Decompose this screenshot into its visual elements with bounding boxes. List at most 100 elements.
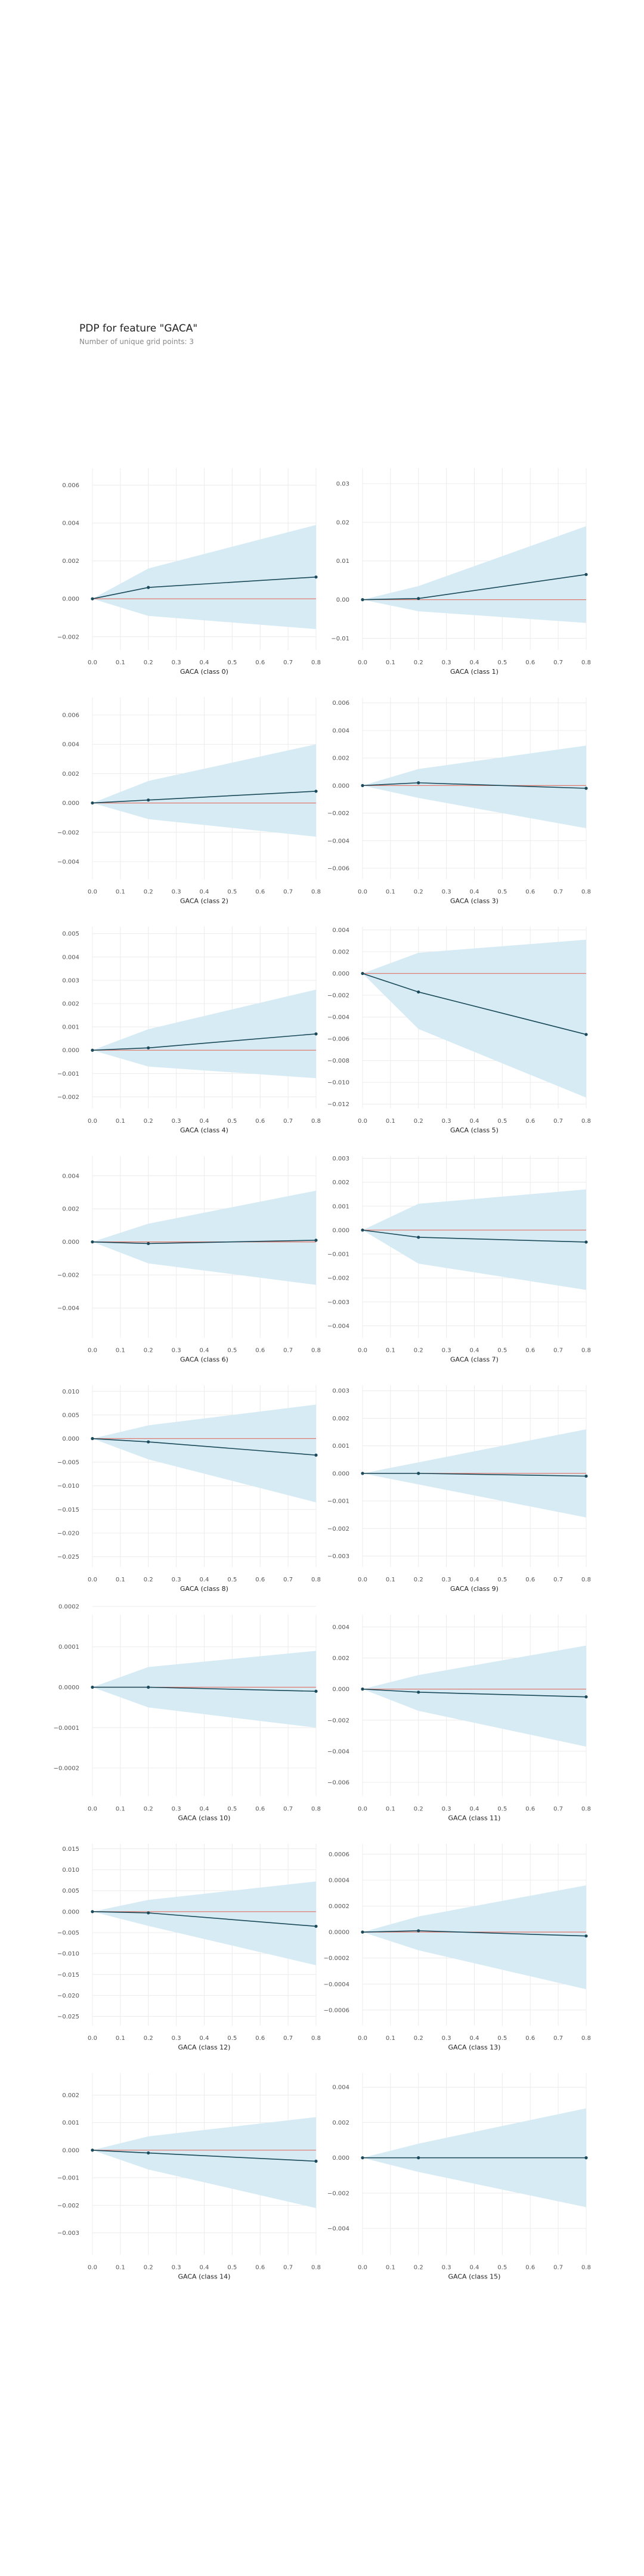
- x-tick-label: 0.2: [414, 2265, 423, 2271]
- x-tick-label: 0.3: [172, 660, 181, 666]
- x-tick-label: 0.1: [116, 1118, 125, 1125]
- x-tick-label: 0.3: [442, 2035, 451, 2042]
- y-tick-label: 0.001: [332, 1443, 349, 1450]
- pdp-point: [91, 1048, 94, 1052]
- y-tick-label: 0.000: [332, 1227, 349, 1234]
- pdp-point: [91, 1685, 94, 1689]
- x-tick-label: 0.1: [386, 2035, 395, 2042]
- y-tick-label: −0.008: [327, 1058, 349, 1064]
- pdp-point: [147, 1685, 150, 1689]
- x-tick-label: 0.5: [497, 2035, 507, 2042]
- pdp-point: [91, 801, 94, 805]
- pdp-point: [417, 1472, 420, 1475]
- y-tick-label: 0.004: [62, 521, 79, 527]
- pdp-point: [314, 1689, 318, 1693]
- x-tick-label: 0.3: [442, 660, 451, 666]
- y-tick-label: 0.002: [62, 1001, 79, 1008]
- x-tick-label: 0.3: [442, 1806, 451, 1813]
- x-tick-label: 0.7: [553, 889, 563, 896]
- x-tick-label: 0.4: [470, 2035, 479, 2042]
- confidence-band: [363, 939, 586, 1098]
- x-tick-label: 0.2: [414, 660, 423, 666]
- pdp-point: [584, 787, 588, 790]
- y-tick-label: 0.002: [332, 1655, 349, 1662]
- y-tick-label: −0.0004: [324, 1981, 349, 1988]
- x-tick-label: 0.8: [581, 1118, 591, 1125]
- y-tick-label: 0.01: [336, 558, 349, 565]
- x-tick-label: 0.5: [497, 1806, 507, 1813]
- x-tick-label: 0.5: [227, 1806, 237, 1813]
- page-subtitle: Number of unique grid points: 3: [79, 338, 194, 346]
- y-tick-label: 0.0004: [329, 1878, 349, 1884]
- x-tick-label: 0.6: [525, 889, 535, 896]
- y-tick-label: −0.025: [57, 1554, 79, 1561]
- x-tick-label: 0.2: [414, 1577, 423, 1583]
- y-tick-label: 0.015: [62, 1846, 79, 1853]
- x-tick-label: 0.0: [358, 1348, 367, 1354]
- y-tick-label: 0.004: [62, 742, 79, 748]
- x-tick-label: 0.0: [358, 2035, 367, 2042]
- x-tick-label: 0.7: [283, 1806, 293, 1813]
- y-tick-label: −0.003: [57, 2230, 79, 2237]
- y-tick-label: −0.0002: [324, 1955, 349, 1962]
- x-tick-label: 0.2: [414, 889, 423, 896]
- x-axis-label: GACA (class 7): [450, 1356, 499, 1364]
- x-tick-label: 0.0: [358, 1577, 367, 1583]
- pdp-point: [361, 598, 364, 602]
- x-tick-label: 0.3: [172, 2035, 181, 2042]
- pdp-point: [361, 784, 364, 787]
- pdp-point: [91, 1910, 94, 1914]
- y-tick-label: −0.001: [327, 1252, 349, 1258]
- pdp-point: [91, 597, 94, 600]
- x-tick-label: 0.4: [470, 1806, 479, 1813]
- pdp-panel-class-15: 0.004 0.002 0.000 −0.002 −0.004 0.0 0.1 0.2 0.3 0…: [327, 2073, 591, 2281]
- y-tick-label: −0.0001: [54, 1725, 79, 1732]
- x-tick-label: 0.6: [525, 1806, 535, 1813]
- x-tick-label: 0.5: [227, 889, 237, 896]
- y-tick-label: 0.004: [332, 927, 349, 934]
- pdp-point: [147, 798, 150, 802]
- x-tick-label: 0.2: [144, 2035, 153, 2042]
- x-axis-label: GACA (class 6): [180, 1356, 228, 1364]
- pdp-point: [417, 990, 420, 994]
- x-tick-label: 0.8: [311, 2265, 321, 2271]
- x-tick-label: 0.5: [497, 1577, 507, 1583]
- y-tick-label: 0.002: [332, 949, 349, 956]
- x-tick-label: 0.1: [386, 1806, 395, 1813]
- pdp-panel-class-3: 0.006 0.004 0.002 0.000 −0.002 −0.004 −0.006 0.…: [327, 697, 591, 905]
- x-tick-label: 0.8: [311, 889, 321, 896]
- confidence-band: [92, 1404, 316, 1503]
- y-tick-label: −0.004: [327, 838, 349, 844]
- x-tick-label: 0.4: [470, 2265, 479, 2271]
- x-tick-label: 0.8: [311, 2035, 321, 2042]
- x-tick-label: 0.6: [525, 1348, 535, 1354]
- x-axis-label: GACA (class 1): [450, 668, 499, 676]
- y-tick-label: −0.004: [327, 1323, 349, 1330]
- pdp-point: [361, 1228, 364, 1232]
- x-tick-label: 0.8: [311, 1348, 321, 1354]
- y-tick-label: 0.0001: [58, 1644, 79, 1651]
- y-tick-label: −0.002: [327, 2190, 349, 2197]
- y-tick-label: 0.0002: [329, 1903, 349, 1910]
- y-tick-label: −0.004: [327, 1014, 349, 1021]
- pdp-panel-class-13: 0.0006 0.0004 0.0002 0.0000 −0.0002 −0.0004 −0…: [324, 1844, 591, 2051]
- x-axis-label: GACA (class 0): [180, 668, 228, 676]
- y-tick-label: 0.006: [332, 700, 349, 707]
- y-tick-label: 0.005: [62, 1888, 79, 1894]
- page-title: PDP for feature "GACA": [79, 323, 198, 335]
- y-tick-label: −0.001: [57, 2175, 79, 2182]
- y-tick-label: 0.000: [332, 2155, 349, 2162]
- y-tick-label: 0.004: [332, 2085, 349, 2091]
- x-tick-label: 0.6: [255, 1118, 265, 1125]
- x-tick-label: 0.4: [200, 660, 209, 666]
- x-tick-label: 0.7: [553, 1577, 563, 1583]
- pdp-panel-class-8: 0.010 0.005 0.000 −0.005 −0.010 −0.015 −0.020 −…: [57, 1385, 321, 1593]
- y-tick-label: 0.006: [62, 482, 79, 489]
- confidence-band: [92, 989, 316, 1079]
- x-axis-label: GACA (class 13): [448, 2044, 501, 2051]
- y-tick-label: 0.001: [62, 1024, 79, 1031]
- x-tick-label: 0.3: [442, 889, 451, 896]
- y-tick-label: −0.002: [327, 1275, 349, 1282]
- pdp-point: [361, 1930, 364, 1934]
- x-tick-label: 0.5: [227, 2265, 237, 2271]
